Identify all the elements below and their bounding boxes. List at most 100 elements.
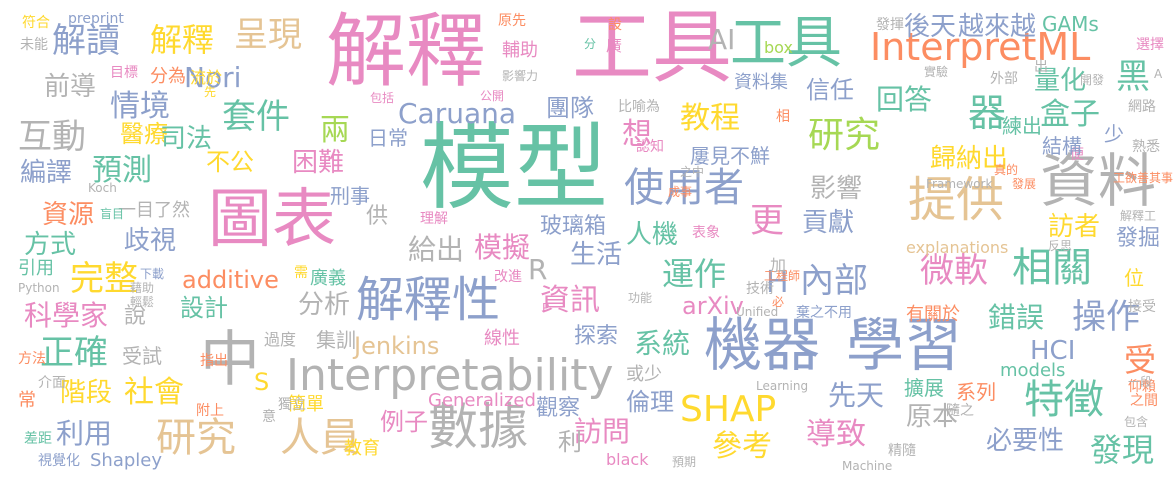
word: 分為: [150, 66, 186, 87]
word: 受試: [122, 344, 162, 368]
word: 編譯: [20, 158, 73, 188]
word: 表象: [692, 225, 720, 241]
word: 視覺化: [38, 453, 80, 469]
word: 解釋: [150, 21, 215, 59]
word: 原先: [498, 13, 526, 29]
word: 實驗: [924, 65, 949, 79]
word: arXiv: [682, 292, 744, 320]
word: 分析: [298, 290, 351, 320]
word: 熟悉: [1132, 139, 1160, 155]
word: 集訓: [316, 328, 356, 352]
word: 廣義: [310, 268, 346, 289]
word: 方法: [18, 351, 46, 367]
word: 影響: [810, 174, 863, 204]
word: black: [606, 450, 649, 469]
word: 特徵: [1024, 377, 1104, 423]
word: 工欲善其事: [1112, 171, 1173, 185]
word: 差距: [24, 431, 52, 447]
word: 訪者: [1048, 212, 1101, 242]
word: 反思: [1048, 239, 1073, 253]
word: 內部: [800, 261, 868, 301]
word: 相關: [1012, 245, 1092, 291]
word: 藉助: [130, 281, 155, 295]
word: 設: [608, 17, 622, 33]
word: 公開: [480, 89, 505, 103]
word: 解釋工: [1120, 209, 1157, 223]
word: 常: [18, 390, 36, 411]
word: HCI: [1030, 336, 1076, 366]
word: 符合: [22, 15, 50, 31]
word: 兩: [320, 113, 350, 148]
word: R: [528, 253, 548, 286]
word: 流於: [190, 68, 223, 87]
word: 量化: [1034, 66, 1087, 96]
word: 便: [1070, 147, 1084, 163]
word: 技術: [746, 281, 774, 297]
word: 盲目: [100, 207, 125, 221]
word: 解釋: [326, 5, 486, 98]
word: Machine: [842, 459, 893, 473]
word: 機器: [704, 311, 821, 379]
word: 信任: [806, 76, 854, 104]
word: 先: [204, 85, 217, 99]
word: 包含: [1124, 415, 1149, 429]
word: 刑事: [330, 184, 370, 208]
word: 接受: [1128, 299, 1156, 315]
word: 貢獻: [802, 208, 855, 238]
word: 系統: [634, 327, 691, 360]
word: 教程: [680, 101, 740, 136]
word: 系列: [956, 380, 996, 404]
word: 歧視: [124, 226, 177, 256]
word: explanations: [906, 238, 1009, 257]
word: 開發: [1080, 73, 1105, 87]
word: 引用: [18, 258, 54, 279]
word: 發展: [1012, 177, 1037, 191]
word: P: [542, 301, 550, 315]
word: 錯誤: [988, 301, 1045, 334]
word: A: [1154, 67, 1163, 81]
word: 下載: [140, 267, 165, 281]
word: 輕鬆: [130, 295, 155, 309]
word: 簡單: [288, 394, 324, 415]
word: 醫療: [120, 120, 168, 148]
word: 困難: [292, 148, 345, 178]
word: 少: [1104, 122, 1124, 146]
word: 模擬: [474, 231, 531, 264]
word: 學習: [846, 311, 963, 379]
word: Interpretability: [286, 350, 614, 401]
word: 出: [1034, 59, 1048, 75]
word: 廣: [606, 36, 623, 55]
word: Unified: [736, 305, 779, 319]
word: models: [1000, 360, 1066, 381]
word: 研究: [156, 415, 236, 461]
word: 團隊: [546, 94, 594, 122]
word: 必要性: [986, 426, 1065, 456]
word: 越來越: [958, 12, 1037, 42]
word: 完整: [70, 259, 138, 299]
word: 歸納出: [930, 144, 1009, 174]
word: 仰賴: [1128, 379, 1156, 395]
word: 資源: [42, 200, 95, 230]
word: 或少: [626, 364, 662, 385]
word: 前導: [44, 72, 97, 102]
word: 功能: [628, 291, 653, 305]
word: Generalized: [428, 390, 536, 411]
word: 資訊: [540, 283, 600, 318]
word: H: [766, 265, 789, 300]
word: 探索: [574, 324, 619, 349]
word: 隨之: [946, 403, 974, 419]
word: 必: [772, 295, 785, 309]
word: 獨立: [278, 397, 306, 413]
word: 網路: [1128, 99, 1156, 115]
word: Python: [18, 281, 60, 295]
word: 輔助: [502, 40, 538, 61]
word: 工具: [730, 11, 842, 76]
word: Learning: [756, 379, 809, 393]
word: 外部: [990, 71, 1018, 87]
word: 操作: [1072, 297, 1140, 337]
word: box: [764, 38, 793, 57]
word: 科學家: [24, 299, 109, 332]
word: 練出: [1002, 114, 1042, 138]
word: 數據: [428, 398, 528, 456]
word: 說: [124, 304, 147, 329]
